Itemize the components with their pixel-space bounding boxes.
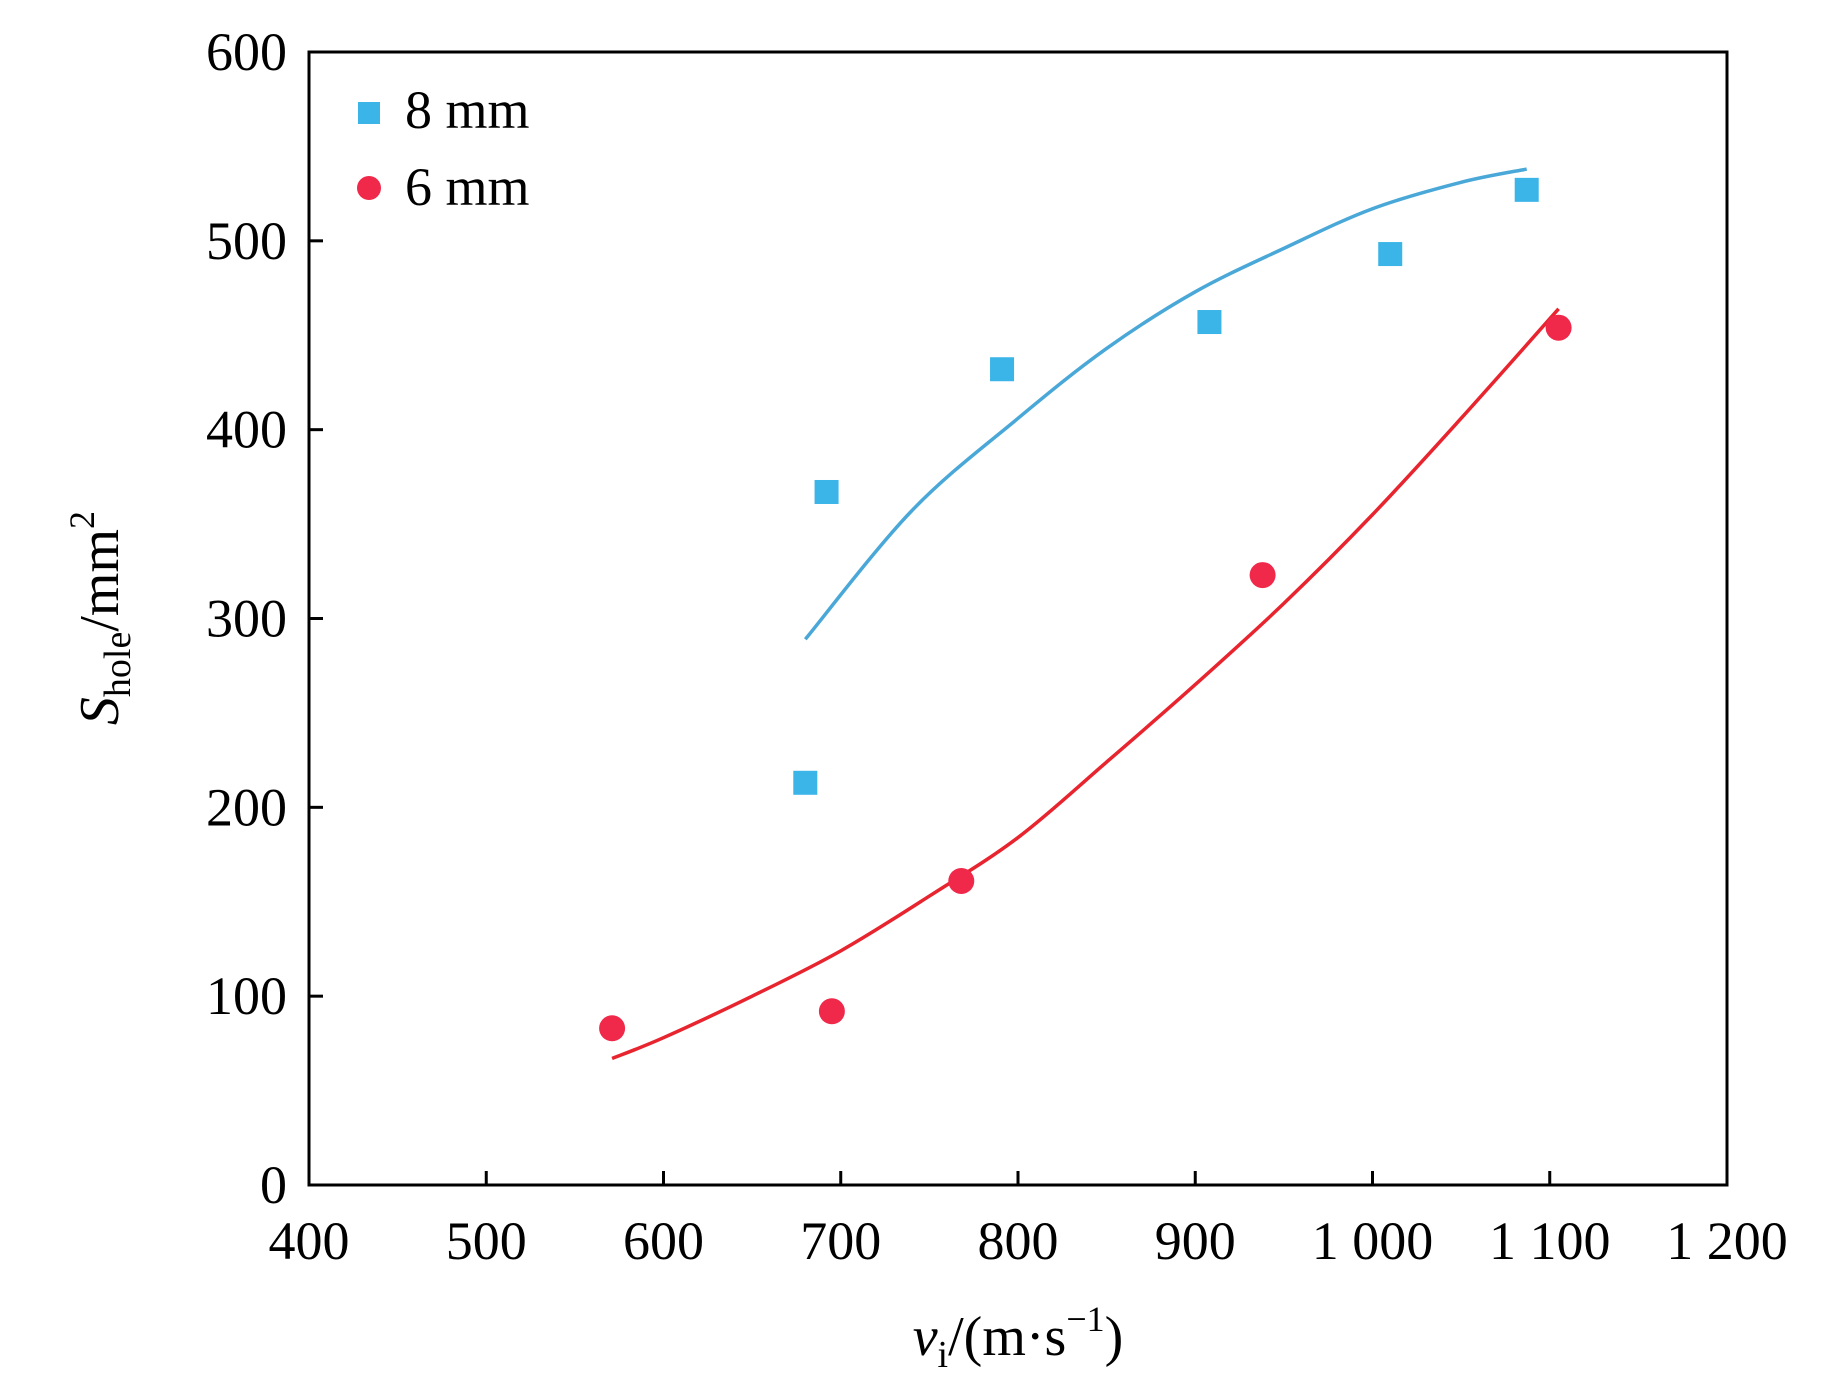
legend-marker-8mm <box>358 102 380 124</box>
y-axis-label: Shole/mm2 <box>62 511 139 725</box>
y-tick-label: 300 <box>206 589 287 649</box>
y-tick-label: 0 <box>260 1155 287 1215</box>
data-point-6mm <box>599 1015 626 1042</box>
x-axis-label: vi/(m·s−1) <box>913 1299 1124 1376</box>
fit-curve-6mm <box>611 307 1560 1061</box>
x-tick-label: 500 <box>446 1211 527 1271</box>
data-point-6mm <box>818 998 845 1025</box>
data-point-8mm <box>990 357 1015 382</box>
legend-label-6mm: 6 mm <box>405 157 530 217</box>
tick-labels: 400 500 600 700 800 900 1 000 1 100 1 200 0 100 200… <box>206 22 1788 1271</box>
x-tick-label: 900 <box>1155 1211 1236 1271</box>
legend-marker-6mm <box>357 176 381 200</box>
x-tick-label: 700 <box>800 1211 881 1271</box>
data-point-6mm <box>1545 314 1572 341</box>
legend: 8 mm 6 mm <box>357 80 530 217</box>
plot-frame <box>307 50 1729 1187</box>
y-tick-label: 200 <box>206 777 287 837</box>
x-tick-label: 1 100 <box>1489 1211 1611 1271</box>
y-tick-label: 100 <box>206 966 287 1026</box>
fit-curves <box>611 167 1560 1061</box>
data-point-8mm <box>1197 310 1222 335</box>
y-tick-label: 600 <box>206 22 287 82</box>
y-tick-label: 400 <box>206 400 287 460</box>
data-point-6mm <box>948 867 975 894</box>
x-tick-label: 1 000 <box>1312 1211 1434 1271</box>
x-tick-label: 400 <box>269 1211 350 1271</box>
data-point-6mm <box>1249 562 1276 589</box>
x-tick-label: 600 <box>623 1211 704 1271</box>
data-point-8mm <box>793 770 818 795</box>
y-tick-label: 500 <box>206 211 287 271</box>
legend-label-8mm: 8 mm <box>405 80 530 140</box>
axis-ticks <box>307 50 1729 1187</box>
fit-curve-8mm <box>803 167 1528 641</box>
data-points <box>599 177 1572 1042</box>
data-point-8mm <box>1514 177 1539 202</box>
data-point-8mm <box>1378 242 1403 267</box>
data-point-8mm <box>814 479 839 504</box>
x-tick-label: 800 <box>978 1211 1059 1271</box>
x-tick-label: 1 200 <box>1666 1211 1788 1271</box>
